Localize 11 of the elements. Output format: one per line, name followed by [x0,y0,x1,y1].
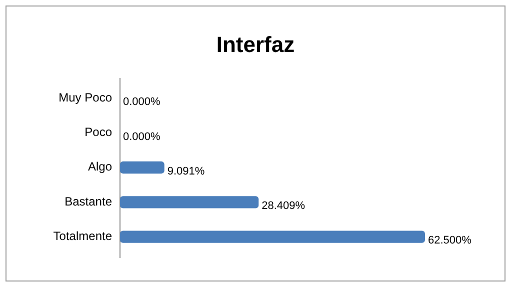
y-tick-label: Totalmente [53,228,112,243]
data-label: 0.000% [123,130,161,143]
y-tick-label: Muy Poco [58,90,112,104]
chart-title: Interfaz [216,32,295,57]
data-label: 28.409% [262,200,306,212]
data-label: 0.000% [123,96,161,108]
data-label: 9.091% [167,165,205,178]
data-label: 62.500% [428,234,472,247]
y-tick-label: Poco [84,125,112,140]
y-tick-label: Algo [88,160,112,174]
y-tick-label: Bastante [64,194,112,208]
